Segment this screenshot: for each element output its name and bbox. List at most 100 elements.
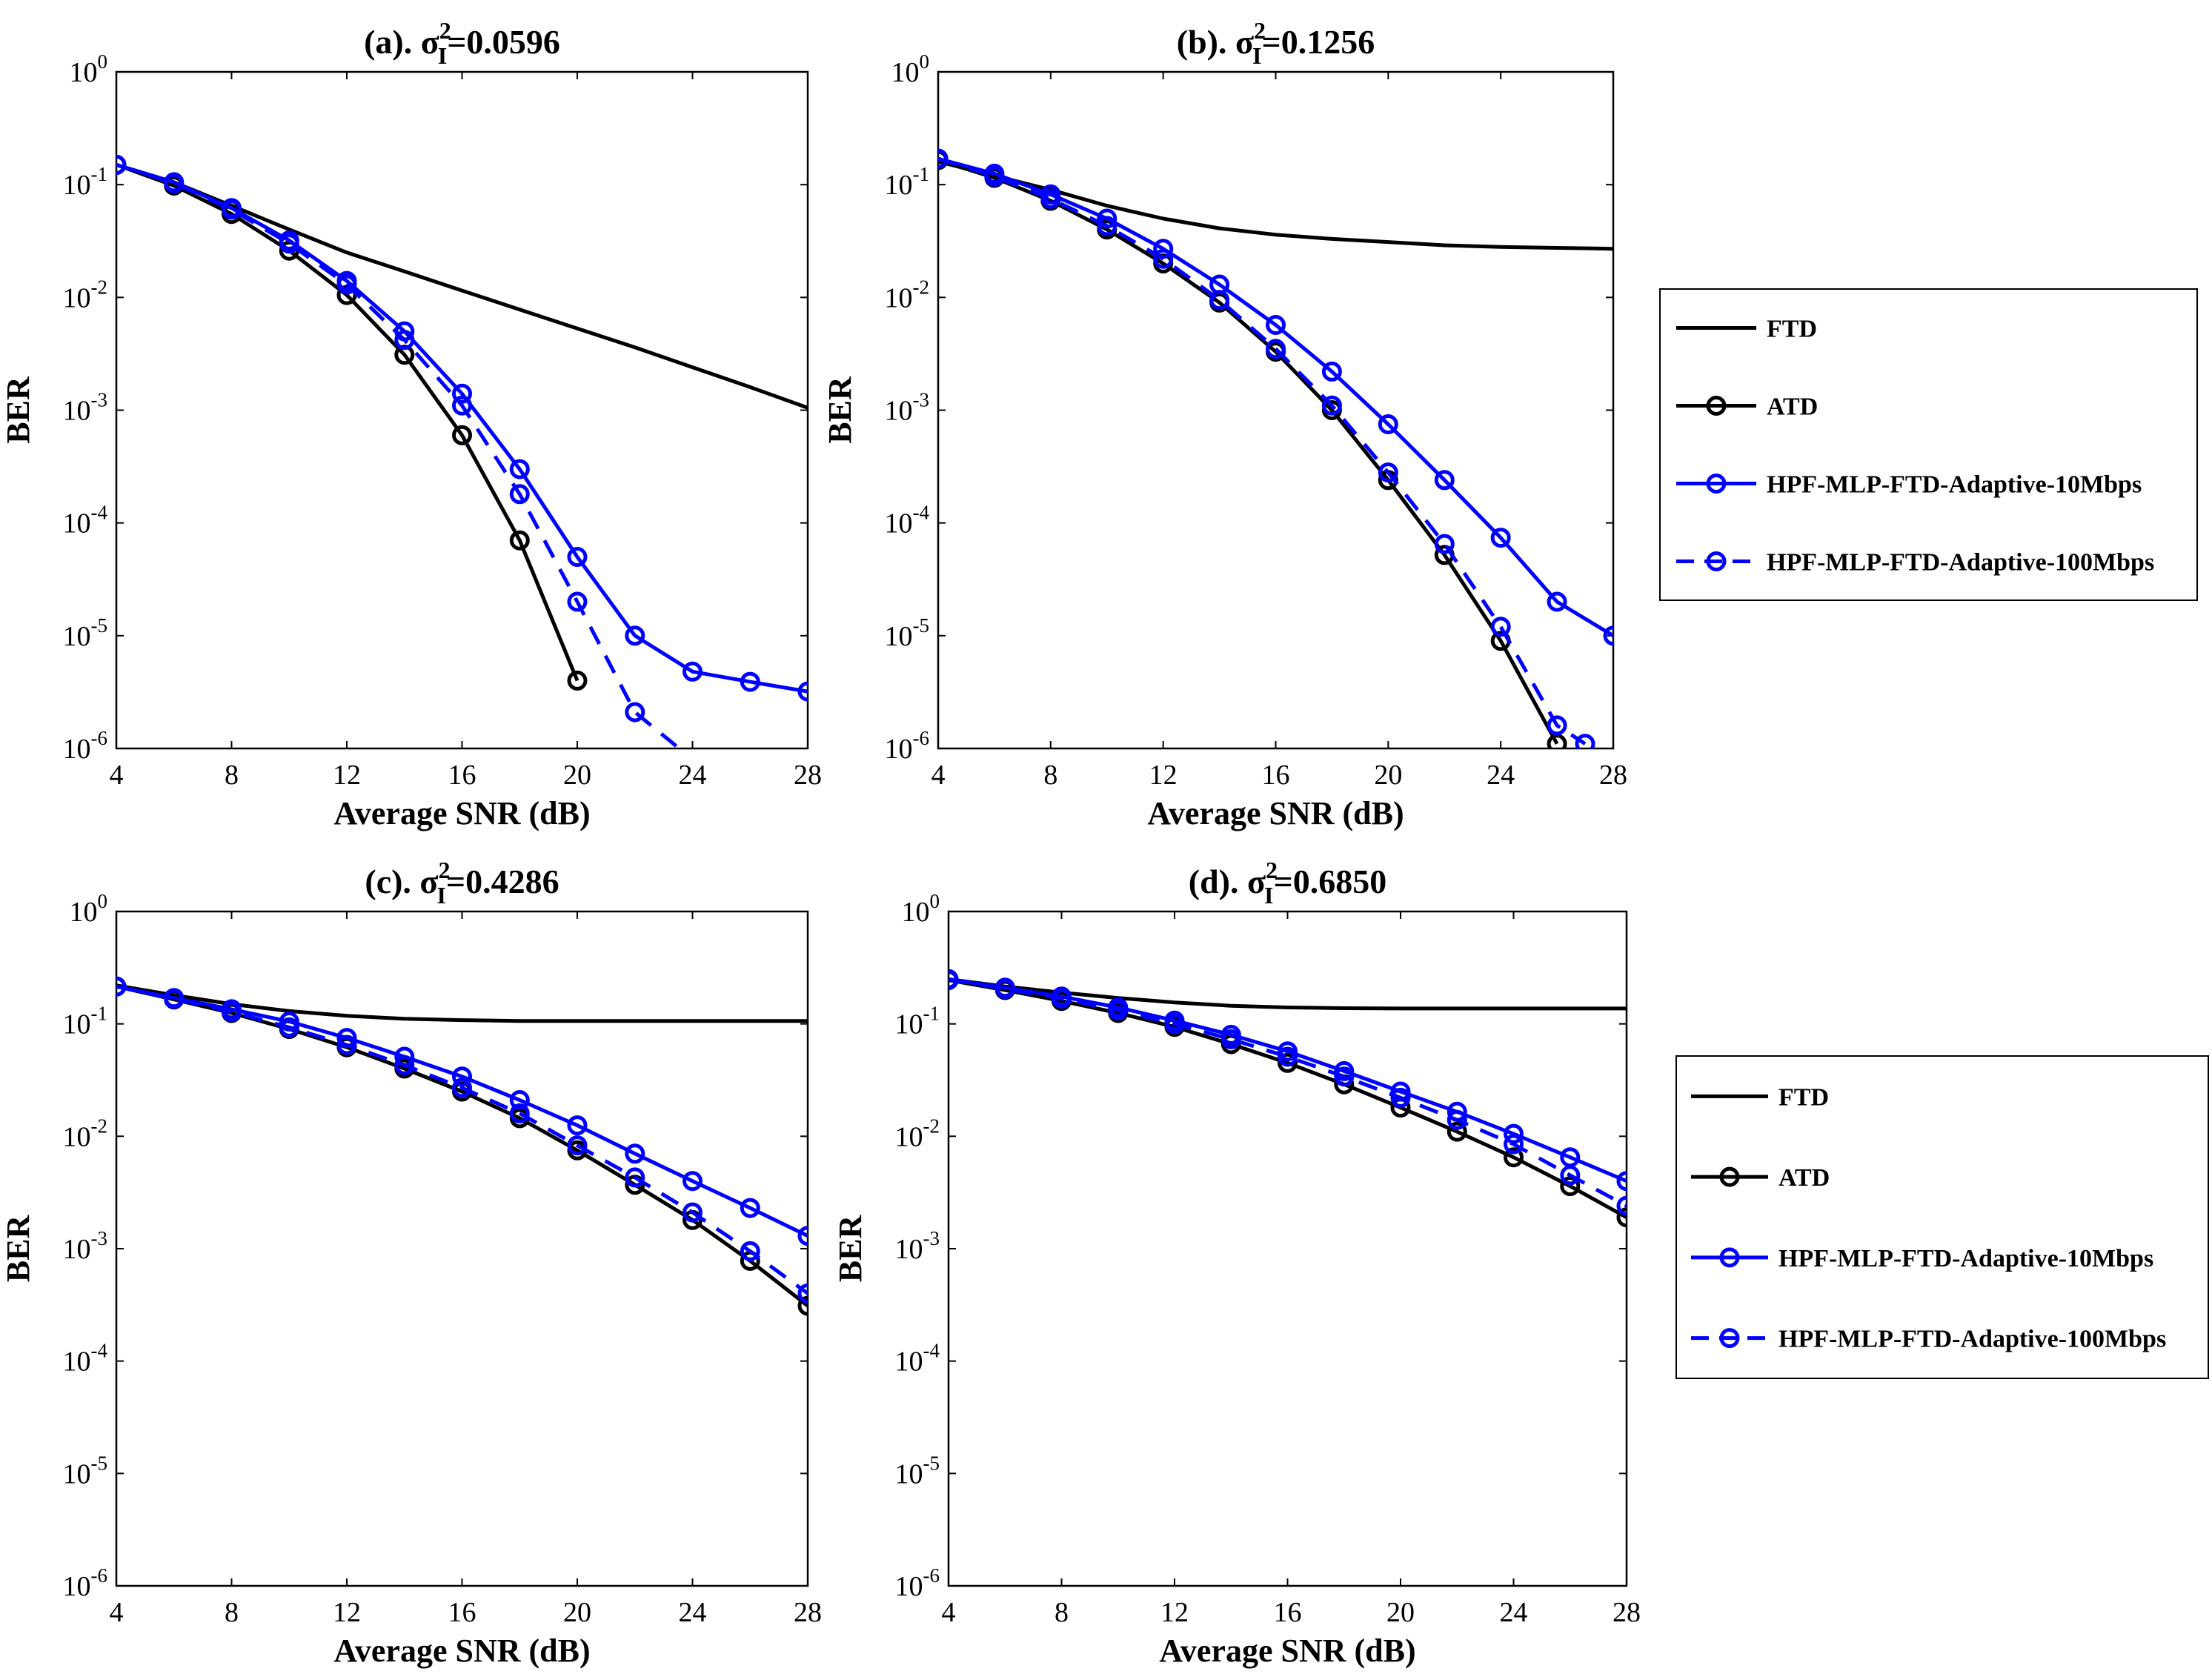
data-point	[625, 1167, 645, 1188]
y-tick-base: 10	[885, 734, 913, 765]
y-tick-exponent: -5	[91, 1452, 108, 1474]
data-point	[994, 978, 1015, 999]
legend-marker	[1706, 396, 1727, 416]
data-point	[509, 1103, 530, 1123]
title-superscript: 2	[1266, 857, 1278, 883]
data-point	[1490, 528, 1511, 548]
y-tick-base: 10	[885, 396, 913, 427]
y-tick-base: 10	[895, 1121, 923, 1152]
y-tick-base: 10	[63, 734, 91, 765]
legend-label: ATD	[1778, 1164, 1830, 1192]
y-tick-label: 10-5	[63, 1452, 108, 1490]
plot-series	[116, 976, 808, 1316]
y-tick-base: 10	[63, 1571, 91, 1602]
y-tick-exponent: 0	[98, 890, 108, 912]
data-point	[1560, 1165, 1581, 1186]
x-tick-label: 20	[563, 760, 591, 791]
y-tick-label: 10-3	[885, 389, 930, 427]
data-point	[164, 989, 185, 1009]
series-line	[116, 163, 579, 682]
data-point	[797, 1283, 808, 1304]
legend-label: HPF-MLP-FTD-Adaptive-10Mbps	[1778, 1245, 2153, 1272]
title-subscript: I	[436, 882, 445, 909]
data-point	[1321, 361, 1342, 382]
y-tick-exponent: -3	[923, 1227, 940, 1249]
y-axis-label: BER	[822, 376, 858, 444]
data-point	[567, 1135, 588, 1156]
y-tick-exponent: -3	[91, 389, 108, 411]
data-point	[116, 154, 127, 175]
data-point	[1547, 734, 1567, 748]
series-line	[949, 977, 1627, 1208]
y-tick-label: 10-3	[895, 1227, 940, 1265]
y-tick-label: 10-6	[885, 727, 930, 765]
data-point	[740, 1198, 760, 1218]
panel-a: 4 8 12 16 20 24 2810010-110-210-310-410-510-6(…	[0, 17, 822, 831]
y-tick-base: 10	[891, 57, 920, 88]
data-point	[682, 661, 703, 682]
data-point	[1603, 625, 1613, 646]
y-tick-label: 10-5	[63, 614, 108, 652]
y-tick-label: 10-4	[63, 1340, 108, 1378]
data-point	[1266, 315, 1286, 335]
data-point	[740, 1241, 760, 1261]
y-tick-label: 10-4	[885, 502, 930, 539]
legend-bottom: FTD ATD HPF-MLP-FTD-Adaptive-10Mbps HPF-MLP…	[1675, 1055, 2209, 1379]
y-tick-exponent: -5	[923, 1452, 940, 1474]
axes-box	[937, 70, 1615, 750]
data-point	[1321, 395, 1342, 416]
x-tick-label: 28	[794, 1597, 822, 1628]
legend-box	[1659, 288, 2198, 601]
data-point	[394, 1055, 415, 1075]
data-point	[1504, 1147, 1524, 1168]
y-tick-label: 10-2	[885, 276, 930, 313]
legend-label: FTD	[1767, 316, 1817, 343]
data-point	[1547, 591, 1567, 612]
data-point	[984, 166, 1005, 187]
x-tick-label: 8	[225, 760, 239, 791]
data-point	[452, 425, 472, 445]
y-tick-exponent: -4	[91, 1340, 108, 1362]
legend-marker	[1719, 1328, 1740, 1349]
data-point	[1209, 290, 1230, 311]
x-tick-label: 4	[110, 760, 124, 791]
y-tick-base: 10	[895, 1234, 923, 1265]
y-tick-base: 10	[63, 1234, 91, 1265]
data-point	[279, 1017, 299, 1037]
y-tick-base: 10	[895, 1009, 923, 1040]
x-tick-label: 12	[1149, 760, 1178, 791]
y-tick-label: 10-5	[885, 614, 930, 652]
y-tick-exponent: -2	[91, 276, 108, 298]
y-tick-label: 10-6	[63, 727, 108, 765]
y-tick-label: 10-1	[895, 1003, 940, 1040]
y-tick-base: 10	[63, 1458, 91, 1490]
y-tick-label: 10-3	[63, 1227, 108, 1265]
title-superscript: 2	[439, 17, 451, 44]
y-tick-exponent: -6	[923, 1564, 940, 1587]
data-point	[452, 1066, 472, 1087]
y-tick-base: 10	[895, 1346, 923, 1378]
series-line	[116, 984, 808, 1238]
legend-label: FTD	[1778, 1083, 1829, 1111]
y-tick-label: 100	[891, 50, 930, 88]
data-point	[1434, 470, 1455, 491]
data-point	[336, 274, 357, 295]
title-subscript: I	[1264, 882, 1273, 909]
data-point	[1378, 462, 1398, 483]
chart-title: (a). σ2 I=0.0596	[364, 17, 560, 69]
y-tick-label: 10-6	[63, 1564, 108, 1602]
x-tick-label: 16	[448, 760, 476, 791]
data-point	[279, 233, 299, 254]
title-superscript: 2	[438, 857, 450, 883]
y-tick-base: 10	[63, 1346, 91, 1378]
data-point	[1504, 1123, 1524, 1144]
data-point	[797, 681, 808, 702]
y-axis-label: BER	[0, 376, 36, 444]
x-tick-label: 24	[679, 760, 707, 791]
data-point	[1504, 1134, 1524, 1155]
x-tick-label: 4	[942, 1597, 956, 1628]
y-tick-exponent: -5	[913, 614, 930, 637]
panel-d: 4 8 12 16 20 24 2810010-110-210-310-410-510-6(…	[832, 857, 1641, 1669]
y-tick-label: 10-6	[895, 1564, 940, 1602]
data-point	[1040, 188, 1061, 209]
